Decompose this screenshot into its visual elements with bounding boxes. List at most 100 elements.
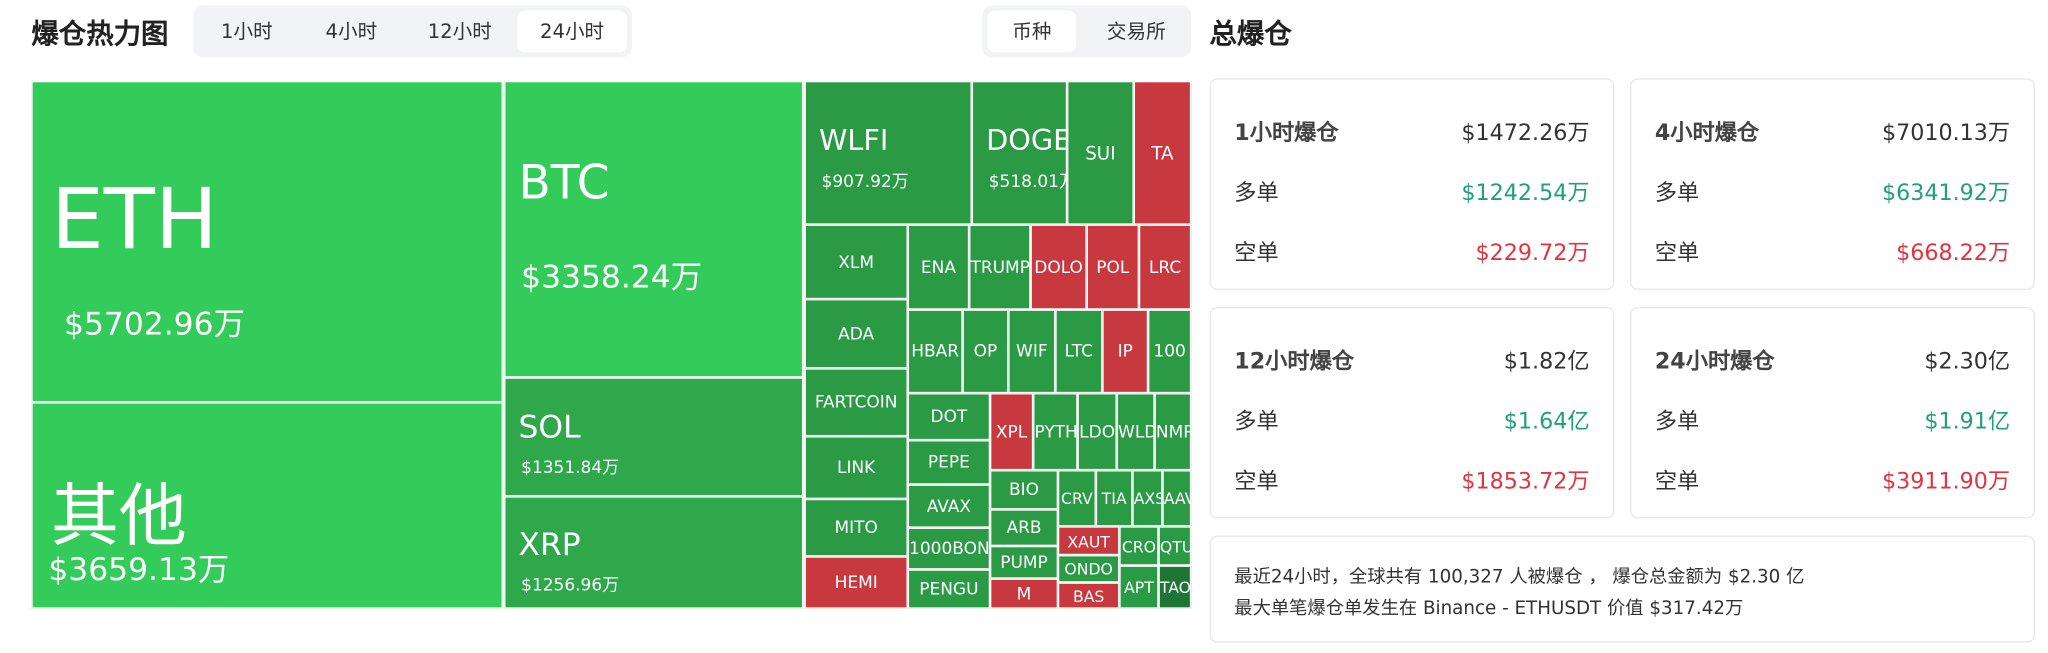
treemap-cell[interactable]: LDO [1077,393,1117,471]
short-value: $668.22万 [1896,240,2011,267]
cell-label: HBAR [911,342,960,363]
cell-label: OP [973,342,998,363]
treemap-cell[interactable]: TIA [1095,470,1133,527]
treemap-cell[interactable]: MITO [804,498,908,557]
time-tab[interactable]: 1小时 [221,19,273,44]
treemap-cell[interactable]: XPL [990,393,1034,471]
cell-label: TA [1151,143,1174,165]
treemap-cell[interactable]: FARTCOIN [804,368,908,437]
treemap-cell[interactable]: LINK [804,436,908,499]
treemap-cell[interactable]: DOT [907,393,991,441]
treemap-cell[interactable]: TAO [1158,565,1192,609]
treemap-cell[interactable]: CRV [1057,470,1096,527]
treemap-cell[interactable]: NMR [1154,393,1192,471]
treemap-cell[interactable]: LRC [1138,224,1192,310]
time-tab[interactable]: 24小时 [517,10,627,53]
summary-card: 24小时爆仓 $2.30亿 多单 $1.91亿 空单 $3911.90万 [1630,306,2035,519]
treemap-cell[interactable]: BTC $3358.24万 [504,80,804,378]
treemap-cell[interactable]: ADA [804,299,908,369]
short-value: $1853.72万 [1461,468,1590,496]
treemap-cell[interactable]: CRO [1119,526,1159,566]
treemap-cell[interactable]: BAS [1057,582,1120,609]
card-total: $1.82亿 [1503,348,1590,375]
treemap-cell[interactable]: QTUM [1158,526,1192,566]
cell-label: MITO [834,518,878,539]
cell-label: PEPE [927,453,970,474]
treemap-cell[interactable]: 100 [1148,309,1192,394]
treemap-cell[interactable]: SUI [1067,80,1134,225]
treemap-cell[interactable]: POL [1086,224,1139,310]
treemap-cell[interactable]: DOGE $518.01万 [971,80,1068,225]
treemap-cell[interactable]: PEPE [907,440,991,485]
long-label: 多单 [1234,180,1279,207]
long-value: $1242.54万 [1461,180,1590,207]
short-value: $229.72万 [1475,240,1590,267]
treemap-cell[interactable]: WLFI $907.92万 [804,80,972,225]
cell-label: LINK [836,458,876,479]
treemap-cell[interactable]: TRUMP [969,224,1031,310]
treemap-cell[interactable]: IP [1102,309,1149,394]
treemap-cell[interactable]: ARB [990,509,1058,546]
treemap-cell[interactable]: HBAR [907,309,963,394]
treemap-cell[interactable]: XAUT [1057,526,1120,556]
treemap-cell[interactable]: HEMI [804,556,908,609]
treemap-cell[interactable]: TA [1133,80,1192,225]
treemap-cell[interactable]: DOLO [1030,224,1087,310]
cell-label: PENGU [919,580,979,600]
cell-label: ARB [1006,518,1042,539]
treemap-cell[interactable]: M [990,578,1058,609]
cell-label: DOT [930,407,968,428]
cell-value: $5702.96万 [63,305,245,342]
cell-label: ADA [838,324,875,345]
cell-label: 100 [1153,342,1186,363]
view-tabs: 币种 交易所 [982,5,1192,58]
treemap-cell[interactable]: AAVE [1162,470,1192,527]
cell-label: QTUM [1159,537,1190,557]
cell-label: WLFI [818,125,889,159]
treemap-cell[interactable]: 1000BONK [907,527,991,570]
treemap-cell[interactable]: ONDO [1057,555,1120,583]
view-tab[interactable]: 交易所 [1106,19,1166,44]
treemap-cell[interactable]: AXS [1132,470,1163,527]
long-label: 多单 [1234,408,1279,435]
treemap-cell[interactable]: OP [962,309,1009,394]
treemap-cell[interactable]: LTC [1055,309,1103,394]
cell-label: XPL [995,422,1028,443]
card-total: $1472.26万 [1461,120,1590,147]
treemap-cell[interactable]: ENA [907,224,970,310]
treemap-cell[interactable]: ETH $5702.96万 [31,80,503,403]
treemap-cell[interactable]: PYTH [1033,393,1078,471]
short-label: 空单 [1654,468,1700,496]
cell-label: ETH [50,172,218,269]
treemap-cell[interactable]: PUMP [990,545,1058,579]
treemap-cell[interactable]: APT [1119,565,1159,609]
short-label: 空单 [1234,240,1279,267]
treemap-cell[interactable]: XLM [804,224,908,300]
cell-label: AVAX [926,497,972,517]
treemap-cell[interactable]: SOL $1351.84万 [504,377,804,497]
treemap-cell[interactable]: WIF [1008,309,1056,394]
cell-value: $1351.84万 [521,458,620,478]
cell-label: POL [1096,258,1130,278]
cell-label: WIF [1016,342,1048,363]
treemap-cell[interactable]: 其他 $3659.13万 [31,402,503,609]
cell-value: $518.01万 [988,172,1066,192]
treemap-cell[interactable]: BIO [990,470,1058,510]
cell-label: TIA [1101,490,1127,509]
cell-label: M [1016,584,1032,605]
cell-label: DOGE [986,125,1068,159]
treemap-cell[interactable]: WLD [1116,393,1155,471]
cell-value: $907.92万 [821,172,909,192]
treemap-cell[interactable]: AVAX [907,484,991,528]
treemap-cell[interactable]: XRP $1256.96万 [504,496,804,609]
view-tab[interactable]: 币种 [987,10,1077,53]
cell-label: LTC [1064,342,1094,363]
long-value: $6341.92万 [1881,180,2011,207]
time-tab[interactable]: 4小时 [325,19,378,44]
treemap-cell[interactable]: PENGU [907,569,991,609]
note-line: 最大单笔爆仓单发生在 Binance - ETHUSDT 价值 $317.42万 [1234,598,1744,620]
cell-label: WLD [1118,422,1155,443]
time-tab[interactable]: 12小时 [427,19,492,44]
cell-label: BIO [1008,480,1040,501]
cell-label: IP [1117,342,1133,363]
